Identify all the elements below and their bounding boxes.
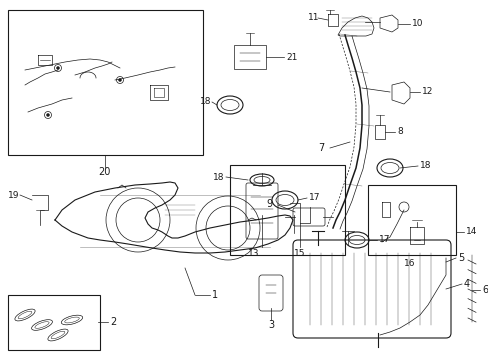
- Text: 19: 19: [8, 190, 20, 199]
- Circle shape: [54, 64, 61, 72]
- Polygon shape: [379, 15, 397, 32]
- Text: 18: 18: [419, 162, 430, 171]
- Bar: [8, 295, 100, 350]
- Text: 4: 4: [463, 279, 469, 289]
- Text: 18: 18: [213, 172, 224, 181]
- Text: 2: 2: [110, 317, 116, 327]
- Text: 10: 10: [411, 19, 423, 28]
- Text: 5: 5: [457, 253, 463, 263]
- Polygon shape: [391, 82, 409, 104]
- Text: 17: 17: [308, 194, 320, 202]
- Text: 16: 16: [403, 260, 415, 269]
- Text: 20: 20: [98, 167, 110, 177]
- Bar: [229, 165, 345, 255]
- Text: 8: 8: [396, 127, 402, 136]
- Text: 1: 1: [212, 290, 218, 300]
- Circle shape: [118, 78, 121, 81]
- Text: 17: 17: [378, 235, 390, 244]
- Bar: [8, 10, 203, 155]
- Text: 7: 7: [317, 143, 324, 153]
- Text: 21: 21: [285, 53, 297, 62]
- Text: 13: 13: [247, 248, 259, 257]
- Text: 18: 18: [200, 98, 211, 107]
- Bar: [367, 185, 455, 255]
- Circle shape: [44, 112, 51, 118]
- Text: 11: 11: [307, 13, 319, 22]
- Bar: [374, 125, 384, 139]
- Text: 15: 15: [293, 248, 305, 257]
- Polygon shape: [337, 16, 373, 36]
- Text: 6: 6: [481, 285, 487, 295]
- Text: 14: 14: [465, 228, 476, 237]
- Bar: [234, 45, 265, 69]
- Text: 9: 9: [265, 199, 271, 209]
- Circle shape: [116, 77, 123, 84]
- Circle shape: [57, 67, 60, 69]
- Circle shape: [46, 113, 49, 117]
- Text: 12: 12: [421, 87, 432, 96]
- Text: 3: 3: [267, 320, 274, 330]
